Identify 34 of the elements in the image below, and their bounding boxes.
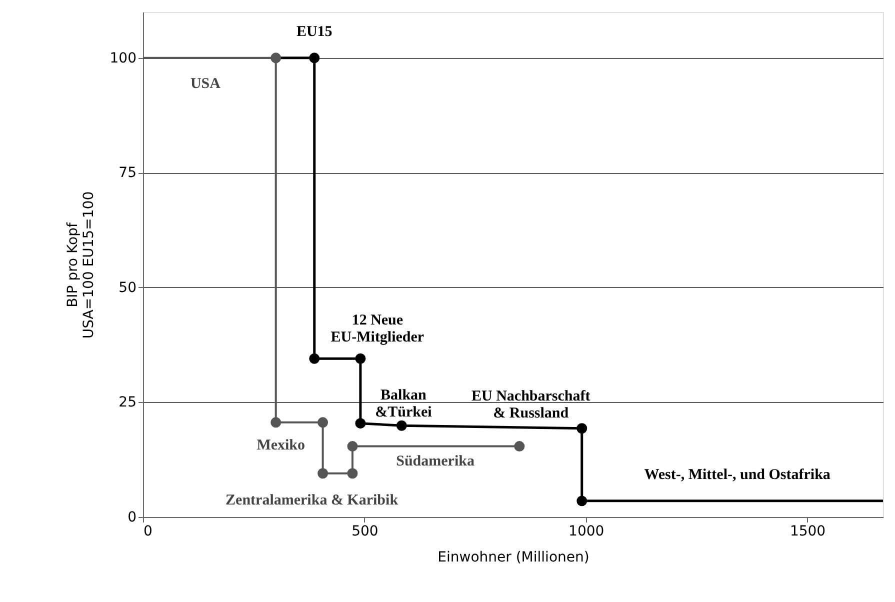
annotation: EU Nachbarschaft & Russland	[471, 388, 590, 422]
point	[270, 52, 282, 64]
y-tick-label: 50	[118, 280, 136, 296]
point	[355, 353, 366, 364]
annotation: Balkan &Türkei	[375, 387, 432, 420]
x-tick-label: 1000	[568, 524, 604, 540]
point	[514, 441, 525, 452]
point	[309, 353, 320, 364]
annotation: EU15	[296, 24, 332, 40]
point	[576, 496, 588, 506]
annotation: Mexiko	[256, 437, 306, 454]
annotation: Zentralamerika & Karibik	[226, 492, 399, 508]
point	[270, 417, 282, 428]
point	[347, 441, 358, 452]
annotation: West-, Mittel-, und Ostafrika	[644, 466, 831, 483]
point	[309, 52, 320, 64]
point	[355, 418, 366, 429]
point	[318, 417, 328, 428]
x-tick-label: 1500	[790, 524, 826, 540]
annotation: Südamerika	[396, 453, 475, 470]
x-tick-label: 500	[352, 524, 378, 540]
point	[576, 423, 588, 434]
x-axis-title: Einwohner (Millionen)	[438, 550, 590, 566]
point	[318, 468, 328, 479]
y-axis-title: BIP pro Kopf USA=100 EU15=100	[64, 191, 97, 339]
annotation: USA	[190, 76, 221, 92]
point	[396, 420, 407, 431]
y-tick-label: 75	[118, 165, 136, 182]
y-tick-label: 25	[118, 394, 136, 411]
y-tick-label: 0	[128, 510, 136, 526]
point	[347, 468, 358, 479]
annotation: 12 Neue EU-Mitglieder	[330, 312, 424, 346]
y-tick-label: 100	[110, 50, 136, 66]
x-tick-label: 0	[144, 524, 152, 540]
